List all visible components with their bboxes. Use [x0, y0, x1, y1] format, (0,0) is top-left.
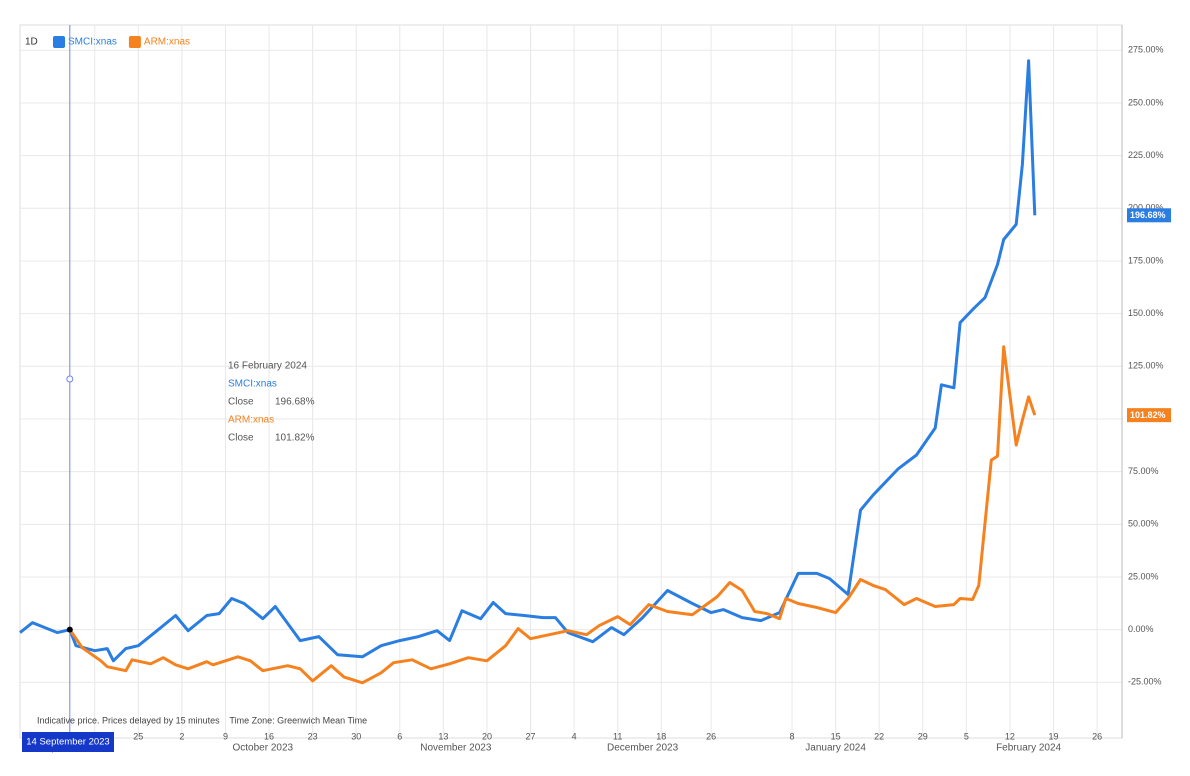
legend-label[interactable]: ARM:xnas — [144, 37, 190, 48]
crosshair-point — [66, 626, 73, 633]
y-tick-label: 275.00% — [1128, 45, 1164, 55]
tooltip-key: Close — [228, 397, 254, 408]
y-tick-label: 0.00% — [1128, 624, 1154, 634]
x-tick-label: 27 — [526, 731, 536, 741]
y-tick-label: 225.00% — [1128, 150, 1164, 160]
month-label: January 2024 — [805, 743, 866, 754]
month-label: October 2023 — [233, 743, 294, 754]
legend-icon[interactable] — [53, 36, 65, 48]
y-tick-label: 125.00% — [1128, 361, 1164, 371]
x-tick-label: 2 — [179, 731, 184, 741]
crosshair-label: 14 September 2023 — [26, 737, 109, 748]
legend-icon[interactable] — [128, 36, 141, 48]
tooltip-value: 101.82% — [275, 433, 315, 444]
series-line — [68, 345, 1037, 685]
y-tick-label: -25.00% — [1128, 677, 1162, 687]
x-tick-label: 8 — [790, 731, 795, 741]
x-tick-label: 26 — [706, 731, 716, 741]
y-tick-label: 25.00% — [1128, 571, 1159, 581]
tooltip-key: Close — [228, 433, 254, 444]
x-tick-label: 9 — [223, 731, 228, 741]
x-tick-label: 30 — [351, 731, 361, 741]
month-label: February 2024 — [996, 743, 1061, 754]
x-tick-label: 19 — [1049, 731, 1059, 741]
x-tick-label: 22 — [874, 731, 884, 741]
footnote: Indicative price. Prices delayed by 15 m… — [37, 715, 367, 725]
crosshair-badge — [22, 732, 114, 752]
interval[interactable]: 1D — [25, 37, 38, 48]
tooltip-date: 16 February 2024 — [228, 361, 307, 372]
x-tick-label: 26 — [1092, 731, 1102, 741]
series-line — [19, 59, 1037, 663]
end-badge — [1127, 208, 1171, 223]
x-tick-label: 11 — [613, 731, 622, 741]
y-tick-label: 250.00% — [1128, 97, 1164, 107]
x-tick-label: 18 — [656, 731, 666, 741]
x-tick-label: 13 — [438, 731, 448, 741]
x-tick-label: 29 — [918, 731, 928, 741]
y-tick-label: 175.00% — [1128, 255, 1164, 265]
crosshair-handle — [66, 375, 74, 383]
y-tick-label: 200.00% — [1128, 203, 1164, 213]
month-label: December 2023 — [607, 743, 679, 754]
tooltip-value: 196.68% — [275, 397, 315, 408]
end-label: 101.82% — [1130, 410, 1166, 420]
x-tick-label: 5 — [964, 731, 969, 741]
end-label: 196.68% — [1130, 210, 1166, 220]
tooltip-name: SMCI:xnas — [228, 379, 277, 390]
x-tick-label: 15 — [831, 731, 841, 741]
y-tick-label: 150.00% — [1128, 308, 1164, 318]
y-tick-label: 50.00% — [1128, 519, 1159, 529]
end-badge — [1127, 408, 1171, 423]
x-tick-label: 6 — [397, 731, 402, 741]
x-tick-label: 4 — [572, 731, 577, 741]
x-tick-label: 12 — [1005, 731, 1015, 741]
tooltip-name: ARM:xnas — [228, 415, 274, 426]
x-tick-label: 25 — [133, 731, 143, 741]
y-tick-label: 75.00% — [1128, 466, 1159, 476]
x-tick-label: 16 — [264, 731, 274, 741]
month-label: November 2023 — [420, 743, 492, 754]
legend-label[interactable]: SMCI:xnas — [68, 37, 117, 48]
x-tick-label: 23 — [308, 731, 318, 741]
x-tick-label: 20 — [482, 731, 492, 741]
